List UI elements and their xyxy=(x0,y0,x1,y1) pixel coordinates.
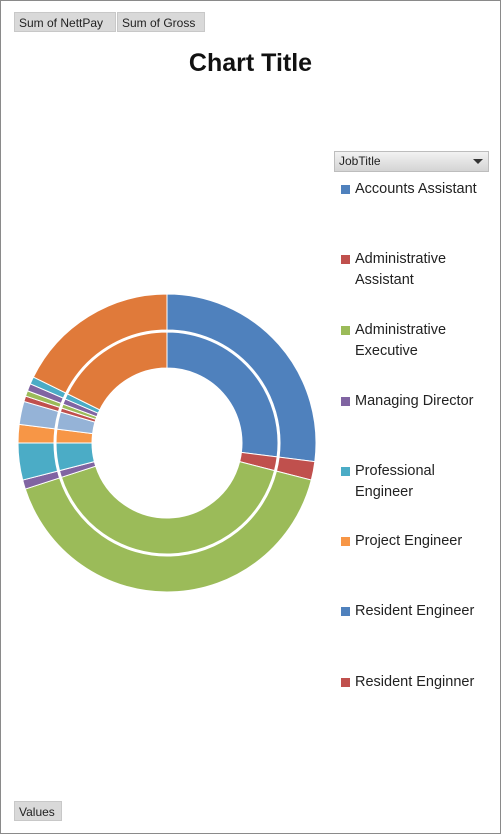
legend-swatch xyxy=(341,678,350,687)
legend-label: Administrative Executive xyxy=(355,322,447,359)
legend-label: Professional Engineer xyxy=(355,463,435,500)
legend-label: Project Engineer xyxy=(355,533,463,549)
legend-label: Managing Director xyxy=(355,393,474,409)
slice-inner-project-engineer-11[interactable] xyxy=(66,331,168,411)
legend-label: Resident Engineer xyxy=(355,603,475,619)
values-button[interactable]: Values xyxy=(14,801,62,821)
legend-label: Accounts Assistant xyxy=(355,181,477,197)
sum-of-gross-button[interactable]: Sum of Gross xyxy=(117,12,205,32)
legend-swatch xyxy=(341,467,350,476)
legend-swatch xyxy=(341,326,350,335)
legend-label: Resident Enginner xyxy=(355,674,475,690)
jobtitle-filter-dropdown[interactable]: JobTitle xyxy=(334,151,489,172)
legend-swatch xyxy=(341,255,350,264)
slice-outer-administrative-executive-2[interactable] xyxy=(24,470,312,593)
sum-of-nettpay-button[interactable]: Sum of NettPay xyxy=(14,12,116,32)
slice-inner-administrative-executive-2[interactable] xyxy=(60,461,276,555)
slice-outer-project-engineer-11[interactable] xyxy=(32,293,168,394)
legend-swatch xyxy=(341,537,350,546)
chart-title[interactable]: Chart Title xyxy=(188,49,313,77)
legend-swatch xyxy=(341,607,350,616)
legend-swatch xyxy=(341,185,350,194)
jobtitle-filter-label: JobTitle xyxy=(339,154,381,168)
legend-label: Administrative Assistant xyxy=(355,251,447,288)
dropdown-arrow-icon[interactable] xyxy=(473,159,483,164)
legend-swatch xyxy=(341,397,350,406)
